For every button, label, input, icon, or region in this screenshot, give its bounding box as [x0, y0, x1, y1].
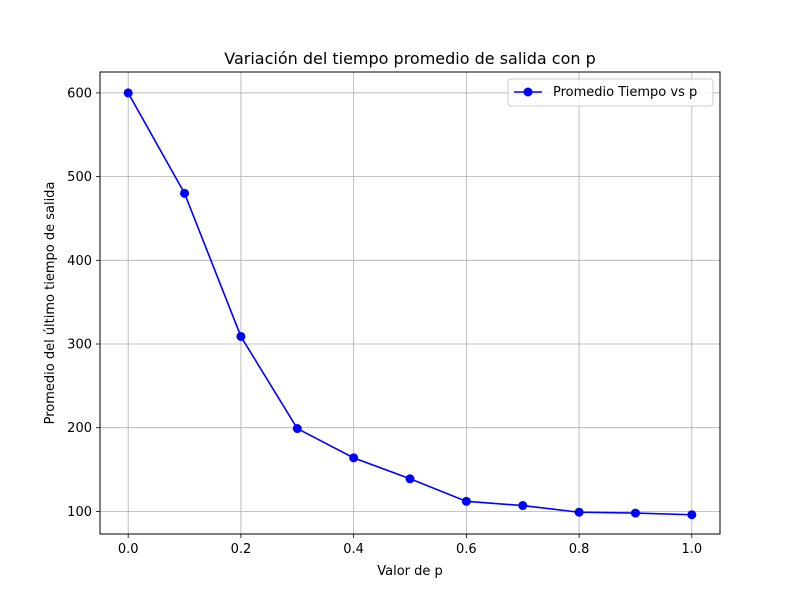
data-point: [236, 331, 246, 341]
legend-box: [507, 78, 714, 107]
x-tick-label: 0.4: [343, 542, 364, 557]
x-axis: 0.0 0.2 0.4 0.6 0.8 1.0: [118, 534, 702, 557]
x-axis-label: Valor de p: [377, 564, 443, 579]
y-axis: 100 200 300 400 500 600: [67, 86, 100, 520]
plot-area: [99, 71, 721, 535]
legend-marker: [523, 87, 533, 97]
data-point: [292, 424, 302, 434]
data-point: [630, 508, 640, 518]
x-tick-label: 0.2: [231, 542, 252, 557]
data-point: [349, 453, 359, 463]
data-point: [687, 510, 697, 520]
y-tick-label: 500: [67, 170, 92, 185]
y-tick-label: 100: [67, 505, 92, 520]
data-point: [180, 188, 190, 198]
x-tick-label: 0.0: [118, 542, 139, 557]
y-tick-label: 400: [67, 254, 92, 269]
data-point: [405, 474, 415, 484]
chart-title: Variación del tiempo promedio de salida …: [224, 49, 596, 68]
x-tick-label: 1.0: [681, 542, 702, 557]
x-tick-label: 0.6: [456, 542, 477, 557]
series-layer: [123, 88, 697, 520]
grid: [100, 72, 720, 534]
y-tick-label: 300: [67, 338, 92, 353]
y-tick-label: 200: [67, 421, 92, 436]
data-point: [461, 496, 471, 506]
x-tick-label: 0.8: [569, 542, 590, 557]
data-point: [123, 88, 133, 98]
data-point: [518, 501, 528, 511]
y-tick-label: 600: [67, 86, 92, 101]
legend-label: Promedio Tiempo vs p: [553, 85, 697, 100]
data-point: [574, 507, 584, 517]
y-axis-label: Promedio del último tiempo de salida: [43, 182, 58, 425]
legend: Promedio Tiempo vs p: [507, 78, 714, 107]
